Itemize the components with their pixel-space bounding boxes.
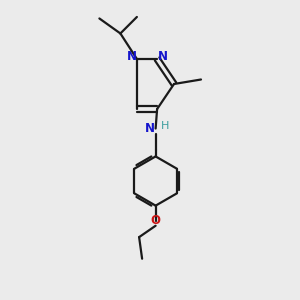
Text: N: N [158,50,167,63]
Text: O: O [151,214,160,227]
Text: N: N [145,122,155,135]
Text: H: H [161,121,170,131]
Text: N: N [127,50,136,63]
